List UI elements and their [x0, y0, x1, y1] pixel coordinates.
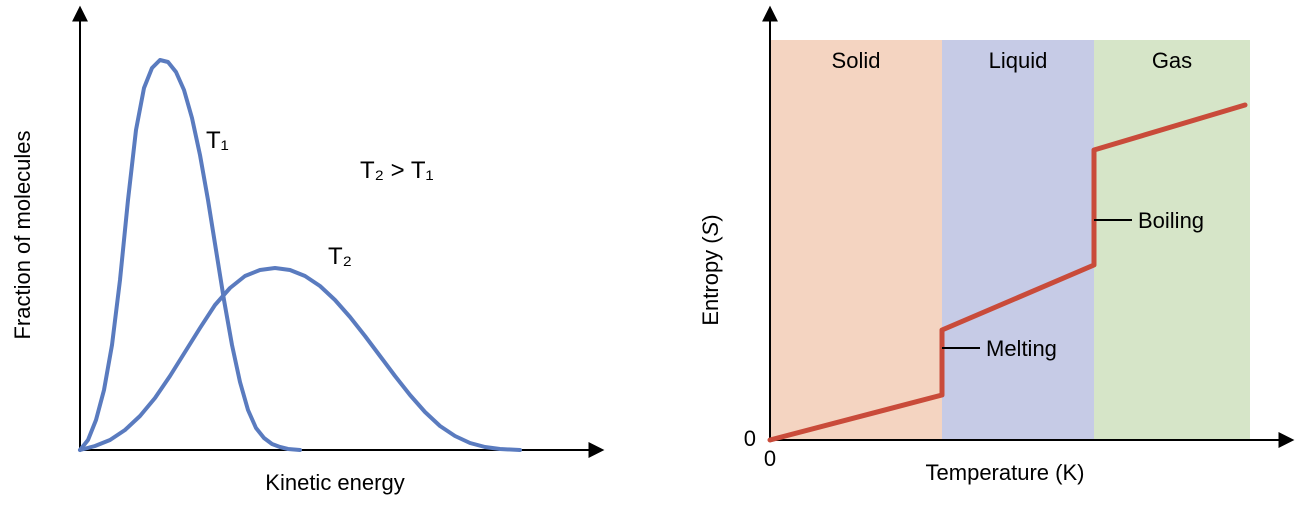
phase-label-liquid: Liquid [989, 48, 1048, 73]
comparison-label: T₂ > T₁ [360, 157, 434, 184]
boiling-label: Boiling [1138, 208, 1204, 233]
left-chart-panel: Kinetic energy Fraction of molecules T₁ T₂ T… [0, 0, 650, 515]
curve-t1 [80, 60, 300, 450]
phase-region-gas [1094, 40, 1250, 440]
phase-label-gas: Gas [1152, 48, 1192, 73]
phase-region-solid [770, 40, 942, 440]
left-chart-svg: Kinetic energy Fraction of molecules T₁ T₂ T… [0, 0, 650, 515]
melting-label: Melting [986, 336, 1057, 361]
y-axis-label: Entropy (S) [698, 214, 723, 325]
x-origin-label: 0 [764, 446, 776, 471]
y-origin-label: 0 [744, 426, 756, 451]
curve-t2-label: T₂ [328, 243, 352, 270]
x-axis-label: Kinetic energy [265, 470, 404, 495]
x-axis-label: Temperature (K) [926, 460, 1085, 485]
phase-label-solid: Solid [832, 48, 881, 73]
curve-t1-label: T₁ [206, 127, 229, 154]
curve-t2 [80, 268, 520, 450]
phase-region-liquid [942, 40, 1094, 440]
y-axis-label: Fraction of molecules [10, 130, 35, 339]
right-chart-panel: Solid Liquid Gas Melting Boiling 00 Temperatur… [650, 0, 1300, 515]
right-chart-svg: Solid Liquid Gas Melting Boiling 00 Temperatur… [650, 0, 1300, 515]
